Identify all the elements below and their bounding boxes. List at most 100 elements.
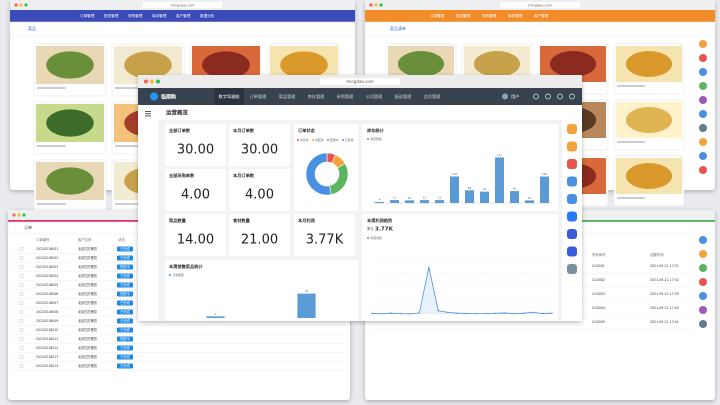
status-tag: [117, 273, 133, 279]
chart-title: 订单状态: [298, 127, 316, 134]
window-button: [22, 213, 26, 217]
status-text: 已完成: [120, 363, 130, 368]
user-avatar: [502, 93, 508, 100]
chart-title: 库存统计: [367, 127, 385, 134]
value-label: 10: [528, 196, 532, 200]
point: [447, 311, 449, 314]
cell: CG0002: [592, 278, 605, 282]
sub-header: [9, 21, 356, 37]
value-label: 43: [483, 187, 487, 191]
nav-item: 采购管理: [128, 13, 143, 18]
cell: CG0001: [592, 264, 605, 268]
window-button: [150, 79, 154, 84]
cell: 北京四方餐饮: [78, 291, 98, 296]
window-button: [24, 3, 28, 7]
cell: 北京四方餐饮: [78, 255, 98, 260]
card: [165, 124, 226, 166]
cell: 20220218008: [36, 310, 58, 314]
bar: [465, 190, 474, 203]
tab: 订单: [24, 224, 32, 230]
status-text: 已完成: [120, 255, 130, 260]
dish-food: [625, 51, 673, 77]
checkbox: [19, 283, 24, 287]
legend-swatch: [367, 138, 369, 140]
checkbox: [19, 328, 24, 332]
status-tag: [117, 345, 133, 351]
card: [294, 124, 358, 211]
app-name: 临期购: [161, 93, 176, 100]
card: [165, 260, 358, 321]
point: [522, 312, 525, 314]
card: [165, 214, 226, 256]
app-icon: [567, 229, 577, 239]
bar: [480, 191, 489, 203]
side-icon: [699, 54, 707, 62]
point: [541, 312, 544, 315]
cell: 北京四方餐饮: [78, 309, 98, 314]
nav-item: 订单管理: [430, 13, 445, 18]
side-icon: [699, 320, 707, 328]
status-text: 已完成: [120, 309, 130, 314]
point: [466, 312, 468, 315]
side-icon: [699, 40, 707, 48]
cell: 2021-09-21 17:41: [650, 320, 679, 324]
text-skeleton: [617, 141, 645, 143]
card: [229, 124, 290, 166]
side-icon: [699, 278, 707, 286]
card: [165, 169, 226, 211]
checkbox: [19, 265, 24, 269]
line: [371, 267, 553, 315]
kpi-label: 全部订单数: [168, 127, 191, 134]
bar: [390, 200, 399, 203]
side-icon: [699, 138, 707, 146]
side-icon: [699, 96, 707, 104]
point: [503, 312, 506, 314]
point: [428, 266, 430, 268]
dish-food: [625, 107, 673, 133]
bar: [495, 157, 504, 203]
address-bar: [142, 2, 223, 8]
address-bar: [320, 78, 400, 85]
toolbar-icon: [533, 93, 539, 100]
nav-item: 会员管理: [424, 93, 442, 100]
checkbox: [19, 337, 24, 341]
dish-food: [280, 51, 328, 79]
page-header: [158, 105, 562, 120]
point: [456, 312, 458, 314]
status-text: 已完成: [120, 300, 130, 305]
legend-label: 配送中: [330, 138, 339, 142]
checkbox: [19, 319, 24, 323]
cell: 北京四方餐饮: [78, 300, 98, 305]
app-icon: [567, 176, 577, 187]
text-skeleton: [37, 203, 66, 205]
card: [229, 169, 290, 211]
url: mingdao.com: [346, 79, 373, 84]
text-skeleton: [115, 87, 144, 89]
dish-food: [46, 51, 94, 79]
status-tag: [117, 309, 133, 315]
side-icon: [699, 236, 707, 244]
side-icon: [699, 292, 707, 300]
dish-food: [397, 51, 445, 77]
nav-item: 订单管理: [250, 93, 268, 100]
cell: 20220218001: [36, 247, 58, 251]
nav-item: 配送管理: [395, 93, 413, 100]
kpi-label: 本月订单数: [232, 127, 255, 134]
app-icon: [567, 159, 577, 169]
toolbar-icon: [545, 93, 551, 100]
cell: 20220218011: [36, 337, 58, 341]
column-header: 创建时间: [650, 252, 664, 257]
bar: [435, 200, 444, 203]
dish-food: [549, 51, 597, 77]
side-icon: [699, 110, 707, 118]
nav-item: 库存管理: [508, 13, 523, 18]
app-icon: [567, 264, 577, 274]
dish-food: [46, 167, 94, 195]
window-button: [379, 3, 383, 7]
value-label: 100: [452, 172, 458, 176]
point: [371, 312, 373, 315]
column-header: 状态: [118, 237, 125, 242]
app-icon: [567, 141, 577, 152]
nav-item: 库存管理: [308, 93, 326, 100]
